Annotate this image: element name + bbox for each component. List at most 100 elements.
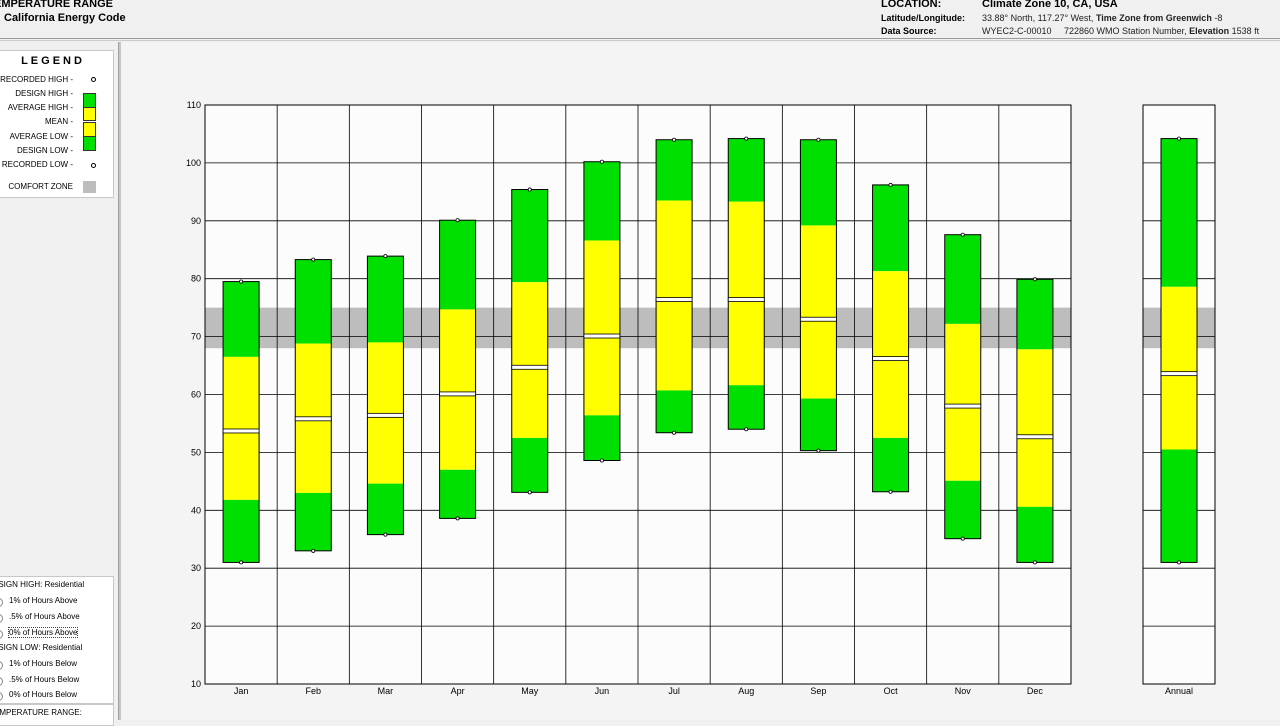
month-nov-design-high-bar: [944, 234, 981, 324]
y-tick-label: 40: [191, 505, 201, 515]
y-tick-label: 10: [191, 679, 201, 689]
month-mar-average-bar: [367, 342, 404, 484]
month-jun-recorded-low-point: [599, 458, 604, 463]
month-feb-design-low-bar: [295, 492, 332, 551]
average-low-swatch: [83, 123, 96, 136]
radio-selected-icon[interactable]: [0, 692, 3, 701]
recorded-high-marker-icon: [91, 77, 96, 82]
annual-plot-frame-bg: [1143, 105, 1215, 684]
month-jul-mean-marker: [655, 297, 693, 302]
month-may-design-high-bar: [511, 189, 548, 283]
main-plot-frame-bg: [205, 105, 1071, 684]
recorded-low-marker-icon: [91, 163, 96, 168]
month-may-recorded-low-point: [527, 490, 532, 495]
month-apr-recorded-low-point: [455, 516, 460, 521]
month-aug-recorded-low-point: [744, 427, 749, 432]
month-jan-mean-marker: [222, 428, 260, 434]
y-tick-label: 110: [187, 100, 201, 110]
month-sep-recorded-low-point: [816, 448, 821, 453]
option-label: .5% of Hours Above: [9, 612, 80, 621]
month-jul-recorded-high-point: [672, 137, 677, 142]
month-oct-recorded-high-point: [888, 182, 893, 187]
option-label: 0% of Hours Above: [7, 627, 79, 638]
month-apr-design-low-bar: [439, 469, 476, 519]
month-sep-design-high-bar: [800, 139, 837, 226]
latlon-label: Latitude/Longitude:: [881, 13, 965, 23]
month-oct-design-low-bar: [872, 437, 909, 492]
month-jan-recorded-low-point: [239, 560, 244, 565]
x-tick-label: Nov: [955, 686, 972, 696]
annual-mean-marker: [1160, 371, 1198, 377]
month-nov-design-low-bar: [944, 480, 981, 539]
month-nov-recorded-high-point: [960, 232, 965, 237]
month-jun-mean-marker: [583, 333, 621, 339]
average-high-swatch: [83, 108, 96, 121]
month-mar-recorded-high-point: [383, 254, 388, 259]
x-tick-label: Sep: [810, 686, 826, 696]
design-options-panel: ESIGN HIGH: Residential 1% of Hours Abov…: [0, 576, 114, 704]
timezone-label: Time Zone from Greenwich: [1095, 13, 1212, 23]
month-may-mean-marker: [511, 364, 549, 370]
y-tick-label: 100: [186, 158, 201, 168]
radio-icon[interactable]: [0, 614, 3, 623]
y-tick-label: 80: [191, 274, 201, 284]
month-jul-recorded-low-point: [672, 430, 677, 435]
comfort-zone-band: [205, 307, 1071, 349]
month-mar-bar-outline: [366, 255, 404, 536]
y-tick-label: 60: [191, 390, 201, 400]
month-feb-recorded-high-point: [311, 257, 316, 262]
x-tick-label: May: [521, 686, 539, 696]
legend-mean-label: MEAN -: [45, 117, 73, 126]
data-source-row: WYEC2-C-00010 722860 WMO Station Number,…: [982, 26, 1259, 36]
month-dec-bar-outline: [1016, 278, 1054, 563]
radio-icon[interactable]: [0, 677, 3, 686]
month-apr-bar-outline: [439, 219, 477, 519]
radio-selected-icon[interactable]: [0, 630, 3, 639]
x-tick-label: Oct: [884, 686, 899, 696]
header-divider: [0, 40, 1280, 41]
month-mar-recorded-low-point: [383, 532, 388, 537]
chart-title: EMPERATURE RANGE: [0, 0, 113, 10]
radio-icon[interactable]: [0, 598, 3, 607]
month-aug-recorded-high-point: [744, 136, 749, 141]
location-label: LOCATION:: [881, 0, 942, 10]
annual-plot-frame: [1142, 104, 1216, 685]
month-jun-recorded-high-point: [599, 159, 604, 164]
month-sep-recorded-high-point: [816, 137, 821, 142]
month-feb-average-bar: [295, 343, 332, 493]
legend-average-low-label: AVERAGE LOW -: [9, 132, 73, 141]
month-apr-design-high-bar: [439, 220, 476, 310]
comfort-zone-swatch: [83, 181, 96, 193]
month-oct-design-high-bar: [872, 184, 909, 272]
option-label: 1% of Hours Above: [9, 596, 78, 605]
annual-recorded-high-point: [1177, 136, 1182, 141]
y-tick-label: 70: [191, 332, 201, 342]
comfort-zone-band: [1143, 307, 1215, 349]
month-jan-design-low-bar: [223, 499, 260, 563]
month-nov-mean-marker: [944, 403, 982, 409]
radio-icon[interactable]: [0, 661, 3, 670]
month-nov-average-bar: [944, 323, 981, 481]
month-oct-mean-marker: [872, 356, 909, 362]
mean-swatch: [83, 120, 96, 123]
month-sep-average-bar: [800, 225, 837, 399]
month-sep-bar-outline: [799, 139, 837, 452]
x-tick-label: Jan: [234, 686, 249, 696]
month-jan-recorded-high-point: [239, 279, 244, 284]
y-tick-label: 50: [191, 447, 201, 457]
month-oct-bar-outline: [872, 184, 910, 493]
data-source-label: Data Source:: [881, 26, 937, 36]
x-tick-label: Jun: [595, 686, 610, 696]
month-jul-design-high-bar: [656, 139, 693, 201]
month-apr-average-bar: [439, 309, 476, 470]
legend-recorded-high-label: RECORDED HIGH -: [0, 75, 73, 84]
latlon-value: 33.88° North, 117.27° West,: [982, 13, 1094, 23]
annual-recorded-low-point: [1177, 560, 1182, 565]
month-jun-average-bar: [583, 240, 620, 416]
month-mar-design-low-bar: [367, 483, 404, 535]
annual-bar-outline: [1160, 138, 1198, 563]
design-high-swatch: [83, 93, 96, 108]
data-source-value: WYEC2-C-00010 722860 WMO Station Number,: [982, 26, 1187, 36]
design-low-heading: ESIGN LOW: Residential: [0, 643, 83, 652]
